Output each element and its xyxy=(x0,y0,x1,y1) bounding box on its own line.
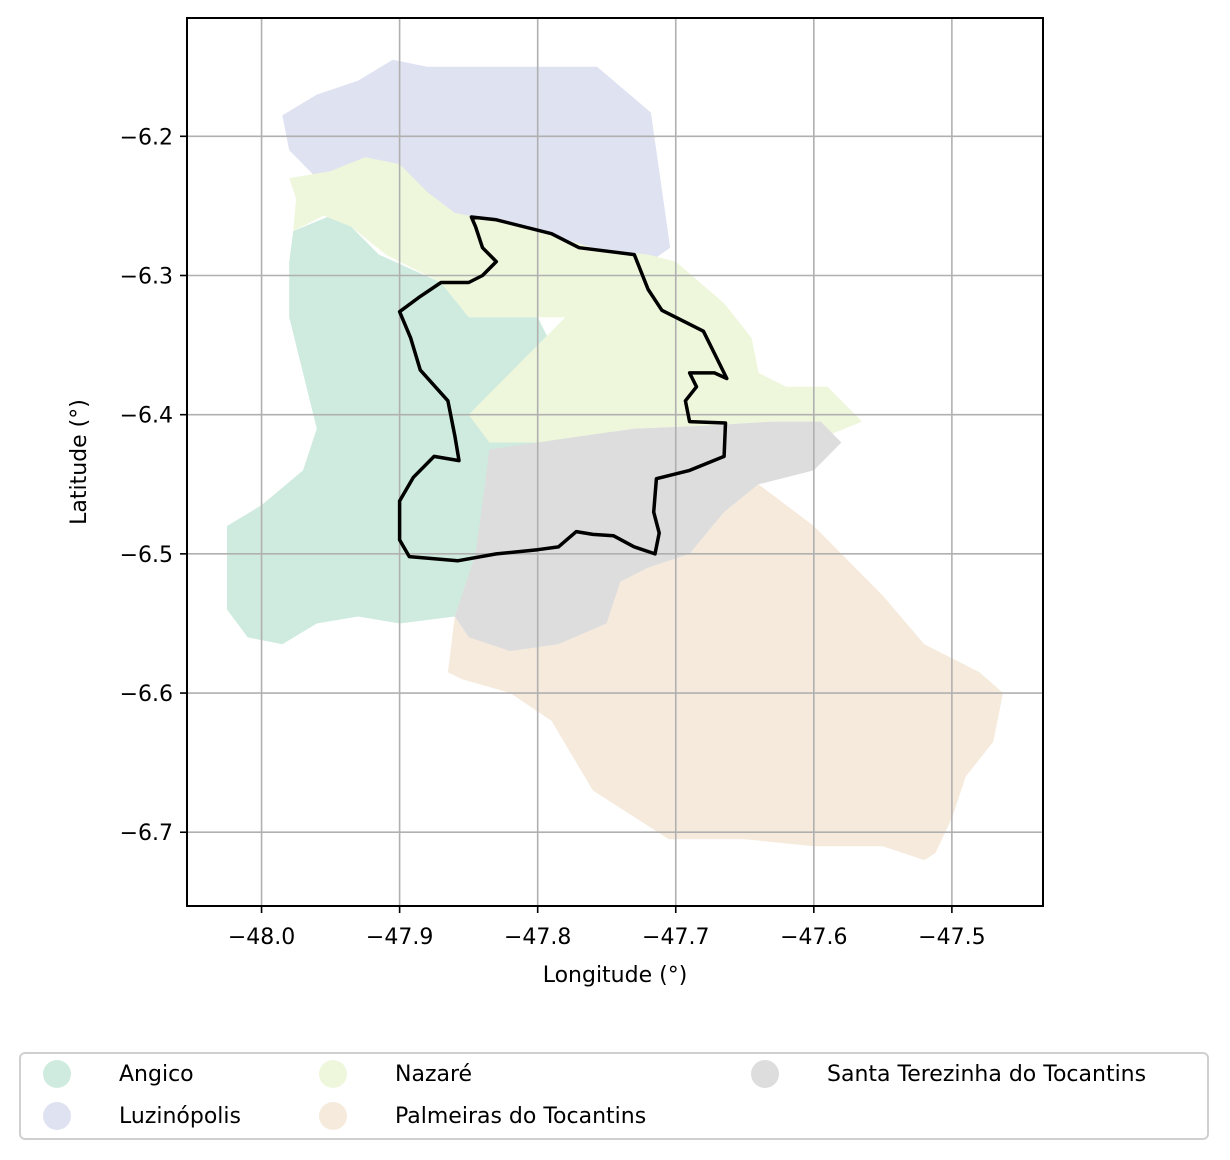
y-axis-ticks: −6.2 −6.3 −6.4 −6.5 −6.6 −6.7 xyxy=(120,125,187,846)
region-nazare xyxy=(289,157,863,443)
y-tick-label: −6.5 xyxy=(120,543,173,568)
x-tick-label: −47.6 xyxy=(780,925,847,950)
legend-swatch xyxy=(319,1060,347,1088)
region-santa-terezinha-do-tocantins xyxy=(454,421,842,652)
legend-swatch xyxy=(43,1060,71,1088)
map-figure: −48.0 −47.9 −47.8 −47.7 −47.6 −47.5 −6.2−6.3−… xyxy=(67,17,1044,988)
x-tick-label: −47.9 xyxy=(366,925,433,950)
y-tick-label: −6.3 xyxy=(120,264,173,289)
legend-swatch xyxy=(43,1102,71,1130)
x-tick-label: −48.0 xyxy=(228,925,295,950)
y-axis-label: Latitude (°) xyxy=(67,399,92,525)
legend-item: Santa Terezinha do Tocantins xyxy=(751,1056,1146,1092)
legend-label: Luzinópolis xyxy=(119,1103,241,1129)
legend-label: Angico xyxy=(119,1061,194,1087)
legend-item: Nazaré xyxy=(319,1056,472,1092)
region-layer xyxy=(227,59,1003,861)
region-palmeiras-do-tocantins xyxy=(447,484,1003,861)
legend-item: Luzinópolis xyxy=(43,1098,241,1134)
legend-item: Palmeiras do Tocantins xyxy=(319,1098,646,1134)
legend-item: Angico xyxy=(43,1056,194,1092)
y-tick-label: −6.4 xyxy=(120,404,173,429)
x-axis-label: Longitude (°) xyxy=(543,963,688,988)
x-tick-label: −47.7 xyxy=(642,925,709,950)
y-tick-label: −6.6 xyxy=(120,682,173,707)
plot-frame xyxy=(186,17,1044,907)
x-tick-label: −47.8 xyxy=(504,925,571,950)
legend: Angico Luzinópolis Nazaré Palmeiras do Toca… xyxy=(19,1052,1209,1140)
legend-swatch xyxy=(319,1102,347,1130)
y-tick-label: −6.7 xyxy=(120,821,173,846)
grid-layer xyxy=(187,18,1043,906)
outline-layer xyxy=(397,215,729,563)
x-tick-label: −47.5 xyxy=(918,925,985,950)
x-axis-ticks: −48.0 −47.9 −47.8 −47.7 −47.6 −47.5 xyxy=(228,906,986,950)
legend-label: Palmeiras do Tocantins xyxy=(395,1103,647,1129)
y-tick-label: −6.2 xyxy=(120,125,173,150)
legend-label: Santa Terezinha do Tocantins xyxy=(827,1061,1147,1087)
legend-swatch xyxy=(751,1060,779,1088)
legend-label: Nazaré xyxy=(395,1061,473,1087)
study-area-outline xyxy=(397,215,729,563)
